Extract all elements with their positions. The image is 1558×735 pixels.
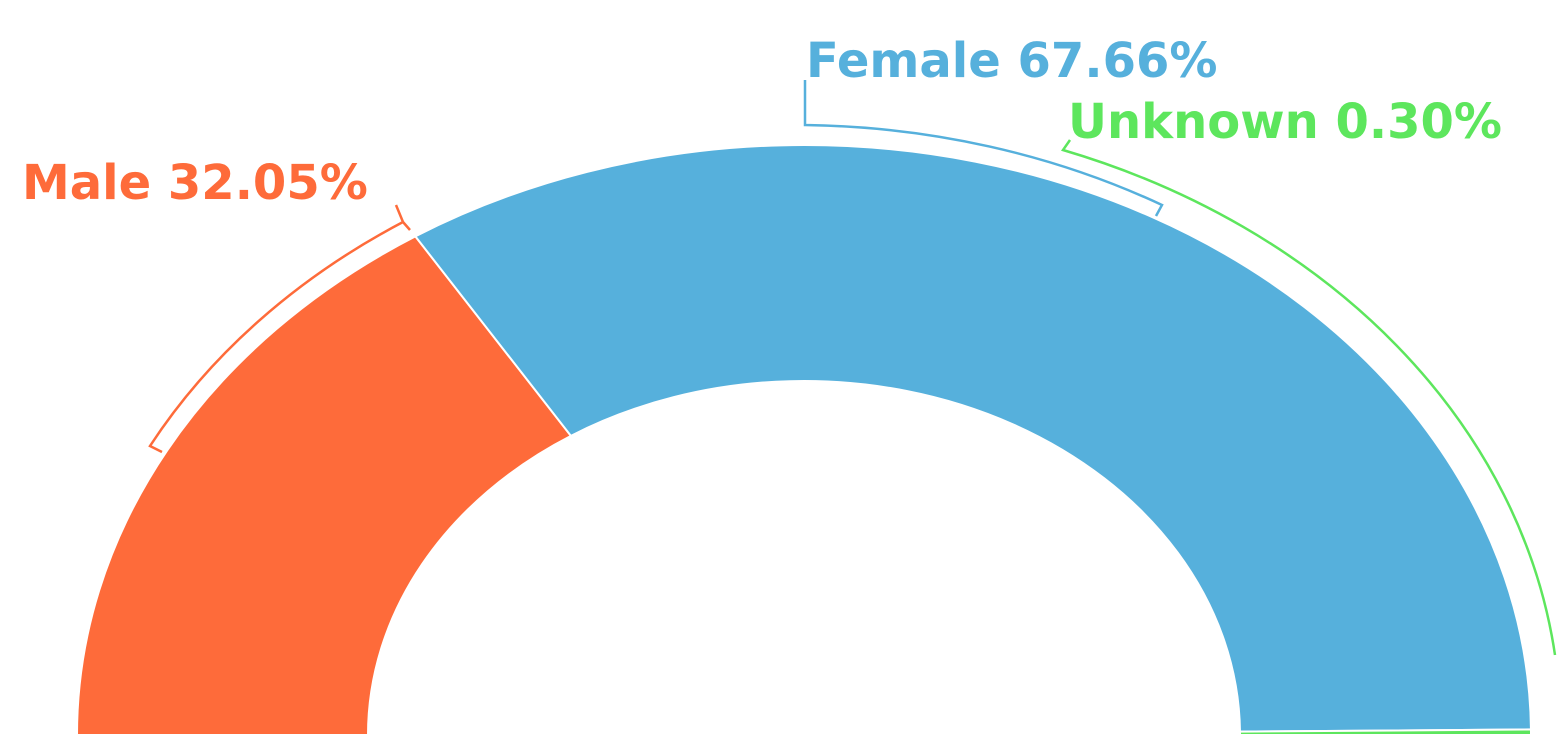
segment	[75, 235, 573, 735]
value-label: 32.05%	[168, 155, 368, 211]
segment	[1238, 728, 1533, 735]
leader-line	[803, 80, 1164, 217]
leader-line	[1060, 139, 1557, 656]
slice-label: Female 67.66%	[806, 33, 1217, 89]
slice-label: Male 32.05%	[22, 155, 368, 211]
leader-line	[148, 204, 411, 454]
category: Male	[22, 155, 151, 211]
category: Unknown	[1068, 94, 1319, 150]
segment	[413, 144, 1532, 733]
segments	[75, 144, 1533, 735]
value-label: 67.66%	[1018, 33, 1218, 89]
value-label: 0.30%	[1335, 94, 1502, 150]
slice-label: Unknown 0.30%	[1068, 94, 1502, 150]
category: Female	[806, 33, 1001, 89]
